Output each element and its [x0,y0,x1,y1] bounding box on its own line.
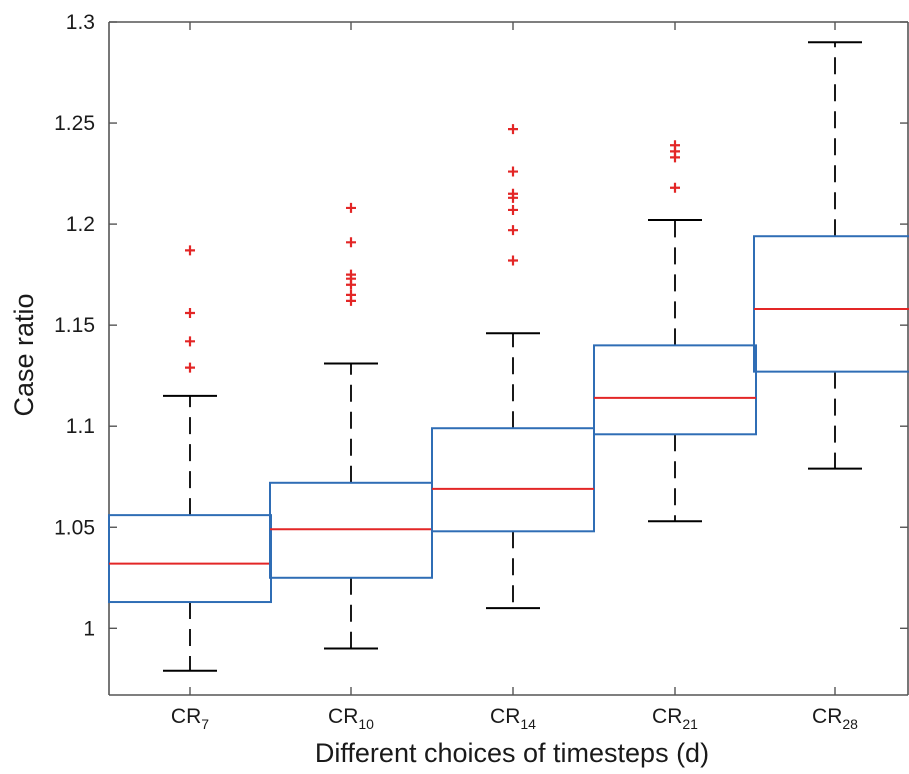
plot-area: 1 1.05 1.1 1.15 1.2 1.25 1.3 CR7 CR10 CR14 CR21 CR2… [54,11,909,732]
box-iqr [108,514,272,604]
outlier-point [508,188,518,199]
outlier-point [185,336,195,347]
box-iqr [431,427,595,533]
y-tick-label: 1.2 [66,213,95,236]
y-tick-label: 1 [83,617,95,640]
box-iqr [593,344,757,436]
x-axis-label: Different choices of timesteps (d) [315,738,709,768]
x-tick-label: CR10 [328,705,374,732]
outlier-point [346,202,356,213]
outlier-point [508,166,518,177]
outlier-point [185,308,195,319]
outlier-point [508,204,518,215]
box-iqr [753,235,909,373]
outlier-point [508,225,518,236]
outlier-point [346,289,356,300]
y-tick-label: 1.05 [54,516,95,539]
outlier-point [670,182,680,193]
y-axis-label: Case ratio [9,293,39,416]
x-tick-label: CR28 [812,705,858,732]
x-tick-label: CR7 [171,705,209,732]
outlier-point [346,237,356,248]
y-tick-label: 1.15 [54,314,95,337]
outlier-point [508,255,518,266]
outlier-point [346,269,356,280]
y-tick-label: 1.1 [66,415,95,438]
box-iqr [269,481,433,579]
outlier-point [670,140,680,151]
outlier-point [185,362,195,373]
x-tick-label: CR21 [652,705,698,732]
y-tick-label: 1.25 [54,112,95,135]
x-tick-label: CR14 [490,705,536,732]
outlier-point [185,245,195,256]
y-tick-label: 1.3 [66,11,95,34]
outlier-point [508,124,518,135]
